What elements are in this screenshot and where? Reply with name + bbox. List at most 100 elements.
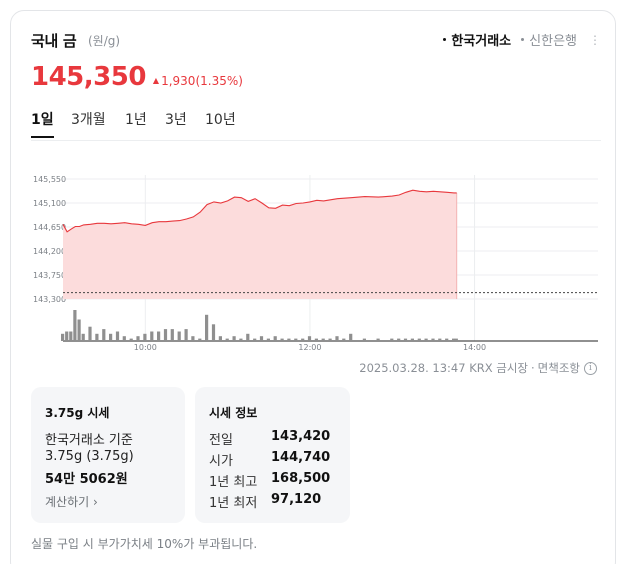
volume-bar bbox=[452, 338, 456, 341]
volume-bar bbox=[232, 336, 236, 341]
volume-bar bbox=[170, 329, 174, 341]
volume-bar bbox=[390, 338, 394, 341]
tab-3m[interactable]: 3개월 bbox=[71, 112, 106, 128]
volume-bar bbox=[342, 338, 346, 341]
bullet-dot-icon bbox=[443, 38, 447, 41]
volume-bar bbox=[184, 329, 188, 341]
volume-bar bbox=[362, 338, 366, 341]
volume-bar bbox=[115, 331, 120, 341]
chevron-right-icon: › bbox=[93, 495, 98, 509]
period-tabs: 1일 3개월 1년 3년 10년 bbox=[31, 107, 601, 141]
volume-bar bbox=[307, 336, 312, 341]
y-tick-label: 144,200 bbox=[33, 247, 66, 256]
y-tick-label: 144,650 bbox=[33, 223, 66, 232]
volume-bar bbox=[177, 331, 181, 341]
volume-bar bbox=[403, 338, 408, 341]
volume-bar bbox=[438, 338, 442, 341]
volume-bar bbox=[253, 338, 257, 341]
market-info-box: 시세 정보 전일 143,420 시가 144,740 1년 최고 168,50… bbox=[195, 387, 350, 523]
volume-bar bbox=[211, 324, 216, 341]
info-value: 97,120 bbox=[271, 492, 322, 507]
volume-bar bbox=[205, 314, 209, 341]
volume-bar bbox=[445, 338, 449, 341]
source-selector: 한국거래소 신한은행 ⋮ bbox=[443, 30, 601, 49]
volume-bar bbox=[136, 336, 140, 341]
volume-bar bbox=[81, 333, 85, 341]
info-icon[interactable]: i bbox=[584, 361, 597, 375]
price-change-percent: (1.35%) bbox=[195, 74, 243, 88]
y-tick-label: 145,100 bbox=[33, 199, 66, 208]
tab-1y[interactable]: 1년 bbox=[125, 112, 147, 128]
volume-bar bbox=[266, 338, 270, 341]
info-label: 시가 bbox=[209, 454, 233, 469]
info-value: 144,740 bbox=[271, 450, 331, 465]
x-tick-label: 10:00 bbox=[134, 343, 157, 351]
chart-footer: 2025.03.28. 13:47 KRX 금시장 · 면책조항 i bbox=[359, 360, 597, 376]
volume-bar bbox=[259, 336, 264, 341]
tab-1d[interactable]: 1일 bbox=[31, 109, 54, 138]
info-label: 1년 최저 bbox=[209, 496, 258, 511]
y-tick-label: 143,750 bbox=[33, 271, 66, 280]
per-don-value: 54만 5062원 bbox=[45, 472, 128, 487]
x-tick-label: 12:00 bbox=[298, 343, 321, 351]
card-header: 국내 금 (원/g) 한국거래소 신한은행 ⋮ bbox=[31, 30, 601, 52]
volume-bar bbox=[65, 331, 69, 341]
price-line bbox=[62, 189, 457, 233]
volume-bar bbox=[122, 336, 126, 341]
y-tick-label: 145,550 bbox=[33, 175, 66, 184]
volume-bar bbox=[410, 338, 414, 341]
volume-bar bbox=[61, 333, 65, 341]
volume-bar bbox=[454, 338, 458, 341]
card-title: 국내 금 bbox=[31, 32, 77, 50]
volume-bar bbox=[129, 338, 133, 341]
volume-bar bbox=[335, 336, 339, 341]
volume-bar bbox=[198, 338, 202, 341]
volume-bar bbox=[431, 338, 435, 341]
price-area bbox=[63, 190, 457, 299]
volume-bar bbox=[273, 336, 277, 341]
price-change: ▲ 1,930 (1.35%) bbox=[153, 74, 243, 88]
disclaimer-link[interactable]: 면책조항 bbox=[537, 361, 580, 375]
volume-bar bbox=[69, 331, 73, 341]
weight-label: 3.75g (3.75g) bbox=[45, 449, 134, 464]
volume-bar bbox=[88, 326, 92, 341]
calculate-label: 계산하기 bbox=[45, 495, 90, 509]
info-value: 168,500 bbox=[271, 471, 331, 486]
basis-label: 한국거래소 기준 bbox=[45, 433, 133, 448]
per-don-price-box: 3.75g 시세 한국거래소 기준 3.75g (3.75g) 54만 5062… bbox=[31, 387, 185, 523]
tab-3y[interactable]: 3년 bbox=[165, 112, 187, 128]
price-unit: (원/g) bbox=[88, 34, 121, 48]
bullet-dot-icon bbox=[521, 38, 525, 41]
volume-bar bbox=[314, 338, 318, 341]
separator-dot: · bbox=[531, 361, 535, 375]
volume-bar bbox=[287, 338, 291, 341]
source-shinhan-label: 신한은행 bbox=[529, 34, 577, 49]
calculate-button[interactable]: 계산하기 › bbox=[45, 493, 98, 510]
info-label: 1년 최고 bbox=[209, 475, 258, 490]
volume-bar bbox=[280, 338, 284, 341]
volume-bar bbox=[376, 338, 380, 341]
volume-bar bbox=[397, 338, 401, 341]
source-krx-label: 한국거래소 bbox=[451, 34, 512, 49]
volume-bar bbox=[218, 336, 222, 341]
source-krx[interactable]: 한국거래소 bbox=[443, 30, 511, 49]
source-shinhan[interactable]: 신한은행 bbox=[521, 30, 577, 49]
volume-bar bbox=[424, 338, 428, 341]
volume-bar bbox=[95, 333, 99, 341]
volume-bar bbox=[150, 331, 154, 341]
price-chart[interactable]: 145,550 145,100 144,650 144,200 143,750 143,3… bbox=[31, 159, 601, 351]
kebab-menu-icon[interactable]: ⋮ bbox=[589, 32, 601, 47]
volume-bar bbox=[417, 338, 421, 341]
current-price: 145,350 bbox=[31, 62, 146, 92]
up-triangle-icon: ▲ bbox=[152, 76, 160, 85]
tab-10y[interactable]: 10년 bbox=[205, 112, 236, 128]
box-title: 시세 정보 bbox=[209, 406, 258, 420]
volume-bar bbox=[349, 333, 353, 341]
volume-bar bbox=[239, 338, 243, 341]
box-title: 3.75g 시세 bbox=[45, 406, 110, 420]
gold-price-card: 국내 금 (원/g) 한국거래소 신한은행 ⋮ 145,350 ▲ 1,930 … bbox=[10, 10, 616, 564]
volume-bar bbox=[301, 338, 305, 341]
price-row: 145,350 ▲ 1,930 (1.35%) bbox=[31, 62, 243, 94]
volume-bar bbox=[77, 319, 81, 341]
chart-timestamp: 2025.03.28. 13:47 KRX 금시장 bbox=[359, 361, 529, 375]
